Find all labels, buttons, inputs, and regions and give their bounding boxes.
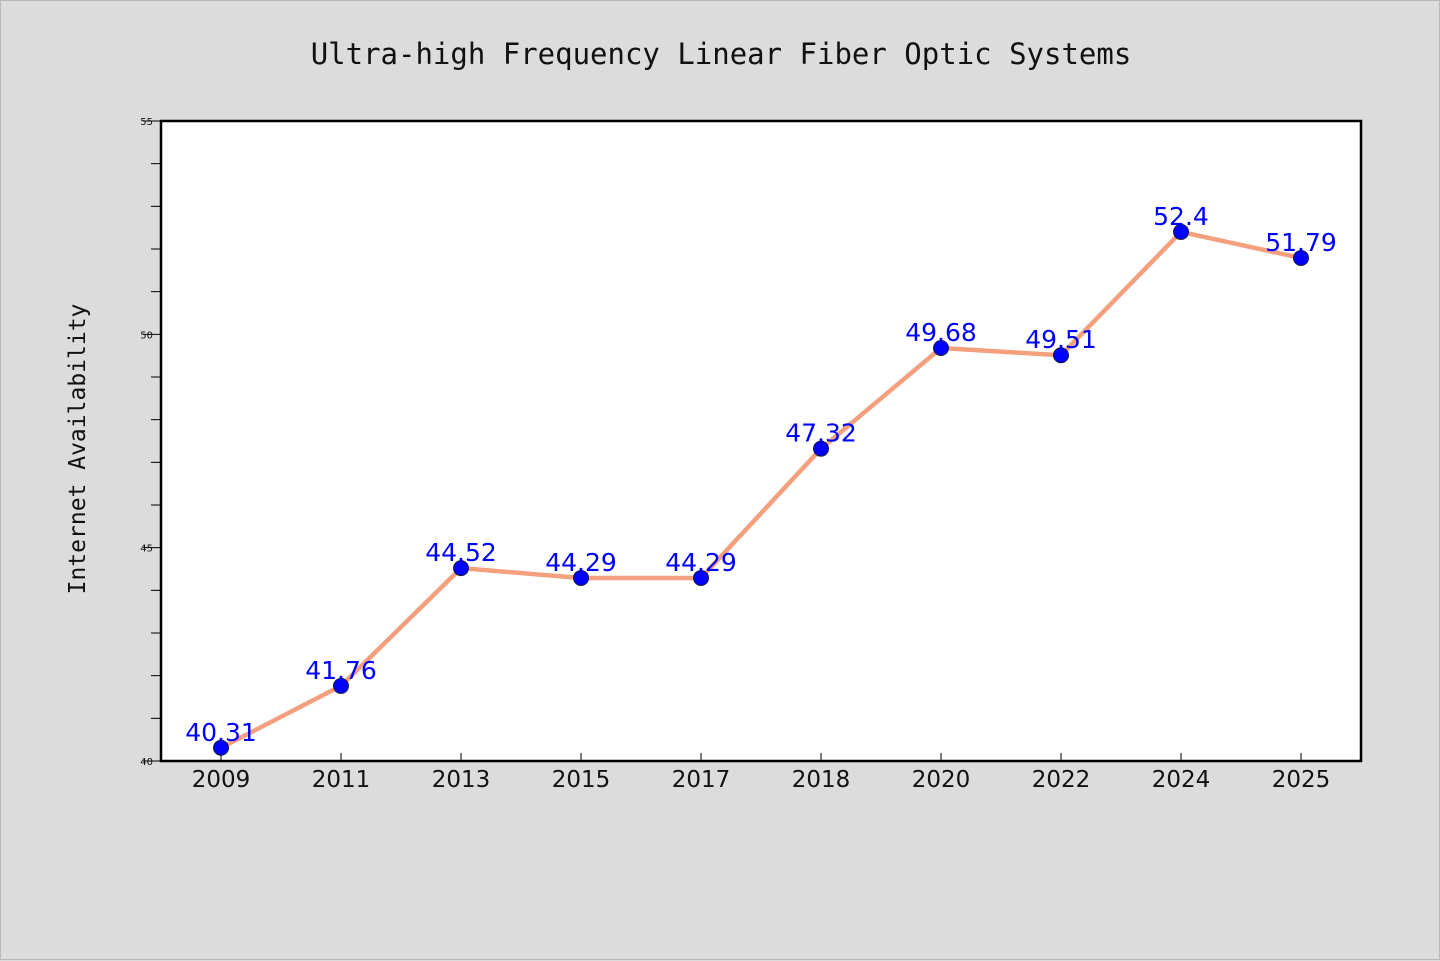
chart-title: Ultra-high Frequency Linear Fiber Optic …: [311, 37, 1132, 71]
x-axis: 2009 2011 2013 2015 2017 2018 2020 2022 2024 2025: [192, 753, 1331, 793]
data-point: [1173, 223, 1189, 240]
data-label: 44.29: [545, 548, 617, 577]
x-tick-label: 2025: [1272, 767, 1331, 793]
data-label: 49.51: [1025, 325, 1097, 354]
x-tick-label: 2020: [912, 767, 971, 793]
x-tick-label: 2013: [432, 767, 491, 793]
data-label: 47.32: [785, 419, 857, 448]
x-tick-label: 2017: [672, 767, 731, 793]
series-line: [218, 229, 1304, 751]
data-label: 49.68: [905, 318, 977, 347]
x-tick-label: 2024: [1152, 767, 1211, 793]
y-tick-label: 40: [140, 757, 153, 768]
data-point: [453, 560, 469, 577]
data-point: [693, 569, 709, 586]
plot-frame: [159, 119, 1363, 763]
data-label: 51.79: [1265, 228, 1337, 257]
y-tick-label: 55: [140, 117, 153, 128]
data-label: 41.76: [305, 656, 377, 685]
plot-area: [161, 121, 1361, 761]
y-axis-label: Internet Availability: [65, 304, 91, 595]
data-label: 44.29: [665, 548, 737, 577]
series-line-group: [218, 229, 1304, 751]
x-tick-label: 2018: [792, 767, 851, 793]
y-tick-label: 50: [140, 330, 153, 341]
x-tick-label: 2011: [312, 767, 371, 793]
x-tick-label: 2009: [192, 767, 251, 793]
data-labels-group: 40.31 41.76 44.52 44.29 44.29 47.32 49.68 49.51…: [185, 202, 1337, 747]
data-label: 44.52: [425, 538, 497, 567]
y-axis: 40 45 50 55: [140, 117, 161, 768]
data-point: [933, 339, 949, 356]
data-point: [1053, 347, 1069, 364]
markers-group: [213, 223, 1309, 756]
data-point: [1293, 249, 1309, 266]
x-tick-label: 2022: [1032, 767, 1091, 793]
data-point: [333, 677, 349, 694]
data-point: [213, 739, 229, 756]
y-tick-label: 45: [140, 544, 153, 555]
data-label: 40.31: [185, 718, 257, 747]
data-point: [573, 569, 589, 586]
data-point: [813, 440, 829, 457]
x-tick-label: 2015: [552, 767, 611, 793]
data-label: 52.4: [1153, 202, 1209, 231]
